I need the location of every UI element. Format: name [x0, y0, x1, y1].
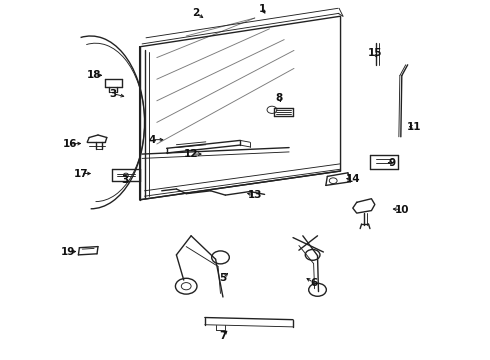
Text: 18: 18: [87, 70, 101, 80]
Text: 2: 2: [193, 8, 199, 18]
Text: 1: 1: [259, 4, 266, 14]
Text: 11: 11: [407, 122, 421, 132]
Text: 5: 5: [220, 273, 226, 283]
Text: 6: 6: [310, 278, 317, 288]
Text: 10: 10: [394, 204, 409, 215]
Text: 9: 9: [389, 158, 395, 168]
Text: 3: 3: [109, 89, 116, 99]
Text: 15: 15: [368, 48, 382, 58]
Text: 13: 13: [247, 190, 262, 200]
Text: 4: 4: [148, 135, 156, 145]
Text: 3: 3: [122, 175, 128, 185]
Text: 14: 14: [345, 174, 360, 184]
Text: 8: 8: [276, 93, 283, 103]
Text: 19: 19: [60, 247, 75, 257]
Text: 16: 16: [62, 139, 77, 149]
Text: 17: 17: [74, 168, 88, 179]
Text: 7: 7: [219, 330, 227, 341]
Text: 12: 12: [184, 149, 198, 159]
